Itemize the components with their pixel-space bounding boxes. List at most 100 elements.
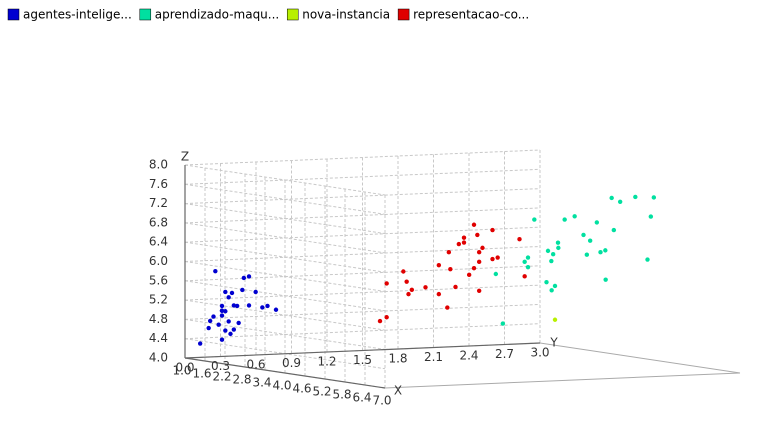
data-point [448,266,453,272]
data-point [265,303,270,309]
data-point [228,331,233,337]
data-point [500,321,506,326]
data-point [550,252,556,257]
data-point [223,309,228,314]
data-point [466,272,472,278]
data-point [572,214,577,219]
data-point [495,255,500,260]
data-point [197,341,203,346]
data-point [480,245,485,251]
data-point [241,275,247,281]
x-tick-label: 4.6 [292,382,311,396]
data-point [445,305,450,310]
data-point [384,315,389,320]
data-point [226,319,231,324]
y-tick-label: 3.0 [530,346,549,360]
z-tick-label: 4.4 [149,331,168,345]
x-tick-label: 2.2 [212,370,231,384]
y-axis [184,342,541,359]
data-point [246,303,252,308]
y-tick-label: 1.5 [353,353,372,367]
legend-label: nova-instancia [302,8,390,22]
x-tick-label: 7.0 [372,394,391,408]
data-point [207,318,213,324]
data-point [436,291,442,297]
data-point [219,303,225,309]
grid-line [184,323,541,340]
legend: agentes-intelige... aprendizado-maqu... no… [7,8,529,22]
data-point [532,217,537,222]
grid-line [184,318,386,350]
data-point [525,264,531,270]
data-point [223,328,228,333]
data-point [617,199,623,204]
data-point [223,289,228,295]
data-point [406,291,411,297]
data-point [236,320,241,326]
y-tick-label: 0.0 [175,361,194,375]
data-point [219,308,225,313]
data-point [461,235,467,240]
z-tick-label: 6.4 [149,235,168,249]
y-tick-label: 2.1 [424,350,443,364]
z-axis-label: Z [181,150,189,164]
data-point [471,222,477,227]
data-point [471,265,477,271]
y-tick-label: 0.9 [282,356,301,370]
data-point [216,322,221,327]
data-point [423,285,428,290]
data-point [206,325,211,331]
data-point [648,214,654,219]
z-tick-label: 6.0 [149,254,168,268]
grid-line [184,188,541,205]
data-point [552,283,558,289]
z-tick-label: 6.8 [149,215,168,229]
data-point [475,232,480,238]
floor-edge [384,372,741,389]
data-point [594,220,600,225]
grid-line [184,168,541,185]
data-point [384,281,389,286]
y-tick-label: 0.3 [211,359,230,373]
grid-line [184,203,386,235]
x-tick-label: 3.4 [252,376,271,390]
data-point [603,277,608,282]
data-point [226,295,231,300]
legend-label: agentes-intelige... [23,8,132,22]
data-point [609,195,614,201]
data-point [234,303,240,309]
y-tick-label: 1.8 [388,352,407,366]
grid-line [184,303,541,320]
y-tick-label: 1.2 [317,355,336,369]
y-tick-label: 2.7 [495,347,514,361]
floor-edge [539,342,741,374]
data-point [517,237,522,242]
legend-label: aprendizado-maqu... [155,8,279,22]
legend-label: representacao-co... [413,8,529,22]
data-point [476,288,482,293]
data-point [246,274,252,279]
data-point [633,194,638,200]
legend-swatch [139,8,152,21]
data-point [240,287,245,293]
data-point [587,238,593,243]
data-point [231,327,237,332]
data-point [446,250,452,255]
data-point [490,256,495,262]
z-tick-label: 5.2 [149,293,168,307]
data-point [273,307,279,312]
data-point [556,245,561,251]
data-point [461,240,467,245]
x-tick-label: 4.0 [272,379,291,393]
legend-swatch [397,8,410,21]
data-point [219,313,225,318]
data-point [476,250,482,255]
data-point [549,288,554,293]
z-tick-label: 7.2 [149,196,168,210]
data-point [611,227,617,233]
data-point [456,241,462,247]
z-tick-label: 4.0 [149,351,168,365]
data-point [377,318,383,324]
x-tick-label: 5.2 [312,385,331,399]
